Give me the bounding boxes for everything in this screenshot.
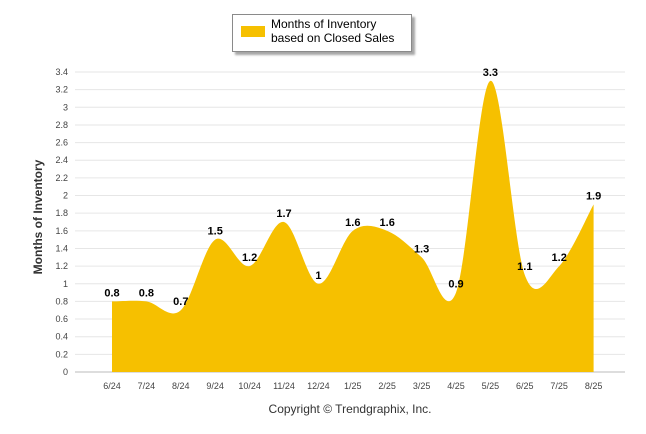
x-tick-label: 7/25 (550, 381, 568, 391)
legend-label: Months of Inventory based on Closed Sale… (271, 17, 395, 45)
x-tick-label: 11/24 (273, 381, 295, 391)
x-tick-label: 7/24 (138, 381, 156, 391)
y-tick-label: 0 (63, 367, 68, 377)
y-tick-label: 0.4 (55, 332, 68, 342)
legend-swatch (241, 26, 265, 37)
x-tick-label: 10/24 (238, 381, 261, 391)
data-label: 1.5 (208, 226, 223, 238)
y-tick-label: 2.4 (55, 155, 68, 165)
y-axis-title: Months of Inventory (31, 159, 45, 274)
y-axis-ticks: 0 0.2 0.4 0.6 0.8 1 1.2 1.4 1.6 1.8 2 2.2 2.4 2.6 2.8 3… (55, 67, 68, 377)
data-label: 1.7 (276, 208, 291, 220)
data-label: 0.9 (448, 279, 463, 291)
data-label: 1.2 (552, 252, 567, 264)
legend: Months of Inventory based on Closed Sale… (232, 14, 412, 52)
data-label: 3.3 (483, 67, 498, 79)
y-tick-label: 3 (63, 102, 68, 112)
x-tick-label: 6/25 (516, 381, 534, 391)
x-tick-label: 6/24 (103, 381, 121, 391)
y-tick-label: 1.6 (55, 226, 68, 236)
y-tick-label: 1.4 (55, 243, 68, 253)
data-label: 1.6 (345, 217, 360, 229)
copyright-text: Copyright © Trendgraphix, Inc. (268, 402, 432, 416)
x-axis-ticks: 6/24 7/24 8/24 9/24 10/24 11/24 12/24 1/25 2/25 3… (103, 381, 602, 391)
data-label: 0.8 (139, 287, 154, 299)
data-label: 1.6 (380, 217, 395, 229)
data-label: 0.7 (173, 296, 188, 308)
data-label: 1.3 (414, 243, 429, 255)
data-label: 0.8 (104, 287, 119, 299)
x-tick-label: 9/24 (206, 381, 224, 391)
y-tick-label: 3.4 (55, 67, 68, 77)
y-tick-label: 2 (63, 191, 68, 201)
y-tick-label: 0.2 (55, 349, 68, 359)
data-label: 1.2 (242, 252, 257, 264)
x-tick-label: 1/25 (344, 381, 362, 391)
data-label: 1 (315, 270, 321, 282)
x-tick-label: 12/24 (307, 381, 330, 391)
y-tick-label: 2.8 (55, 120, 68, 130)
y-tick-label: 0.8 (55, 296, 68, 306)
y-tick-label: 1.2 (55, 261, 68, 271)
y-tick-label: 1 (63, 279, 68, 289)
x-tick-label: 3/25 (413, 381, 431, 391)
x-tick-label: 8/25 (585, 381, 603, 391)
y-tick-label: 3.2 (55, 85, 68, 95)
y-tick-label: 1.8 (55, 208, 68, 218)
x-tick-label: 8/24 (172, 381, 190, 391)
data-label: 1.1 (517, 261, 532, 273)
data-labels: 0.8 0.8 0.7 1.5 1.2 1.7 1 1.6 1.6 1.3 0.9 3.3 1.1 1.2… (104, 67, 601, 308)
x-tick-label: 2/25 (378, 381, 396, 391)
y-tick-label: 0.6 (55, 314, 68, 324)
x-tick-label: 5/25 (482, 381, 500, 391)
y-tick-label: 2.6 (55, 138, 68, 148)
data-label: 1.9 (586, 190, 601, 202)
grid-lines (75, 71, 625, 373)
x-tick-label: 4/25 (447, 381, 465, 391)
y-tick-label: 2.2 (55, 173, 68, 183)
series-area (112, 80, 594, 372)
